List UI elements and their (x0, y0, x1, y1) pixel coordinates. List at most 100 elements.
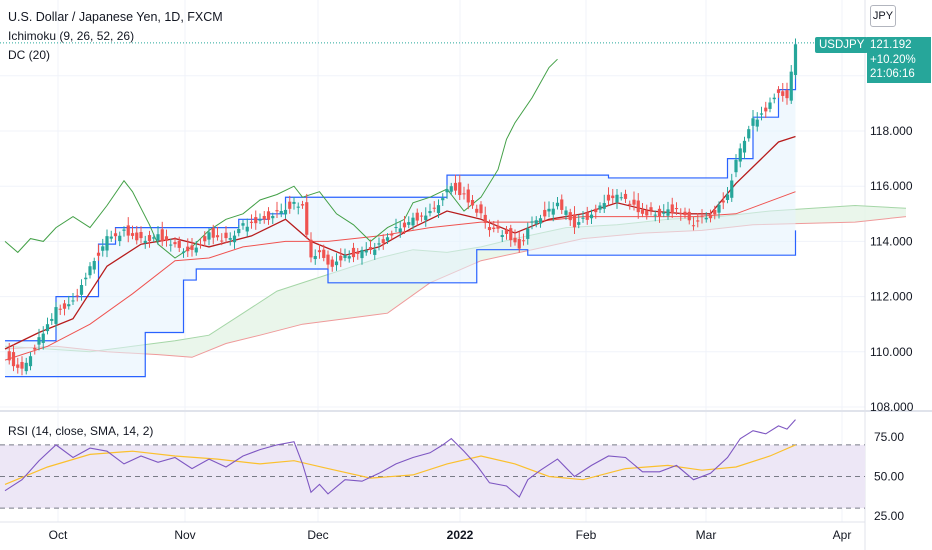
donchian-legend[interactable]: DC (20) (8, 48, 51, 62)
time-tick-label: Feb (575, 528, 597, 542)
price-tick-label: 116.000 (870, 179, 913, 193)
candle-body (326, 254, 330, 265)
candle-body (479, 204, 483, 214)
candle-body (534, 220, 538, 224)
candle-body (390, 233, 394, 236)
candle-body (453, 182, 458, 191)
candle-body (487, 227, 492, 231)
candle-body (691, 225, 696, 227)
candle-body (101, 246, 105, 251)
candle-body (538, 218, 543, 224)
candle-body (645, 210, 649, 216)
candle-body (589, 214, 594, 219)
candle-body (143, 240, 147, 244)
candle-body (674, 208, 679, 210)
candle-body (152, 237, 156, 239)
candle-body (232, 235, 237, 243)
candle-body (628, 203, 632, 205)
candle-body (279, 211, 283, 214)
candle-body (713, 209, 717, 215)
candle-body (177, 240, 181, 248)
candle-body (585, 212, 589, 220)
candle-body (445, 189, 449, 193)
candle-body (130, 233, 135, 236)
candle-body (696, 220, 700, 222)
candle-body (84, 277, 88, 280)
candle-body (118, 235, 122, 242)
candle-body (305, 202, 309, 235)
candle-body (292, 201, 296, 204)
candle-body (649, 207, 653, 211)
candle-body (62, 303, 67, 309)
price-tick-label: 118.000 (870, 124, 913, 138)
candle-body (475, 208, 479, 213)
candle-body (249, 221, 254, 223)
candle-body (258, 219, 262, 221)
candle-body (547, 208, 551, 212)
candle-body (725, 194, 730, 200)
price-tick-label: 110.000 (870, 345, 913, 359)
candle-body (428, 211, 432, 214)
candle-body (220, 240, 224, 242)
candle-body (58, 308, 62, 310)
time-tick-label: 2022 (446, 528, 474, 542)
candle-body (237, 228, 241, 234)
candle-body (513, 237, 517, 243)
candle-body (28, 356, 33, 367)
candle-body (317, 250, 322, 253)
price-axis[interactable]: 120.000118.000116.000114.000112.000110.0… (870, 69, 914, 523)
ichimoku-legend[interactable]: Ichimoku (9, 26, 52, 26) (8, 29, 135, 43)
candle-body (347, 256, 351, 259)
candle-body (721, 200, 725, 203)
candle-body (636, 200, 640, 213)
candle-body (623, 193, 628, 199)
candle-body (194, 247, 198, 253)
candle-body (526, 228, 530, 239)
price-tick-label: 112.000 (870, 290, 913, 304)
candle-body (343, 255, 347, 258)
candle-body (360, 249, 364, 259)
candle-body (781, 91, 785, 96)
candle-body (793, 44, 798, 75)
candle-body (764, 107, 768, 112)
candle-body (203, 236, 207, 242)
candle-body (296, 206, 300, 208)
bar-countdown: 21:06:16 (870, 68, 915, 80)
candle-body (415, 212, 419, 221)
candle-body (402, 222, 407, 228)
candle-body (368, 247, 373, 250)
candle-body (436, 205, 441, 214)
time-tick-label: Mar (695, 528, 717, 542)
candle-body (126, 225, 130, 236)
candle-body (79, 285, 84, 295)
chart-title: U.S. Dollar / Japanese Yen, 1D, FXCM (8, 10, 223, 24)
candle-body (54, 307, 58, 324)
candle-body (789, 71, 793, 101)
candle-body (564, 210, 568, 215)
candle-body (747, 129, 751, 139)
candle-body (377, 243, 381, 245)
candle-body (500, 235, 504, 237)
candle-body (700, 215, 704, 217)
rsi-legend[interactable]: RSI (14, close, SMA, 14, 2) (8, 424, 154, 438)
candle-body (594, 208, 598, 213)
candle-body (509, 228, 513, 241)
candle-body (224, 232, 228, 239)
candle-body (309, 239, 313, 258)
candle-body (313, 256, 317, 260)
price-change: +10.20% (870, 53, 916, 66)
candle-body (67, 304, 71, 307)
candle-body (755, 119, 759, 127)
candle-body (602, 203, 606, 209)
time-tick-label: Nov (174, 528, 196, 542)
candle-body (190, 245, 194, 250)
candle-body (411, 217, 415, 226)
candle-body (441, 198, 445, 201)
candle-body (135, 232, 139, 241)
candle-body (432, 207, 436, 209)
candle-body (330, 259, 334, 267)
candle-body (139, 232, 143, 239)
candle-body (632, 199, 636, 205)
currency-badge[interactable]: JPY (870, 5, 896, 27)
